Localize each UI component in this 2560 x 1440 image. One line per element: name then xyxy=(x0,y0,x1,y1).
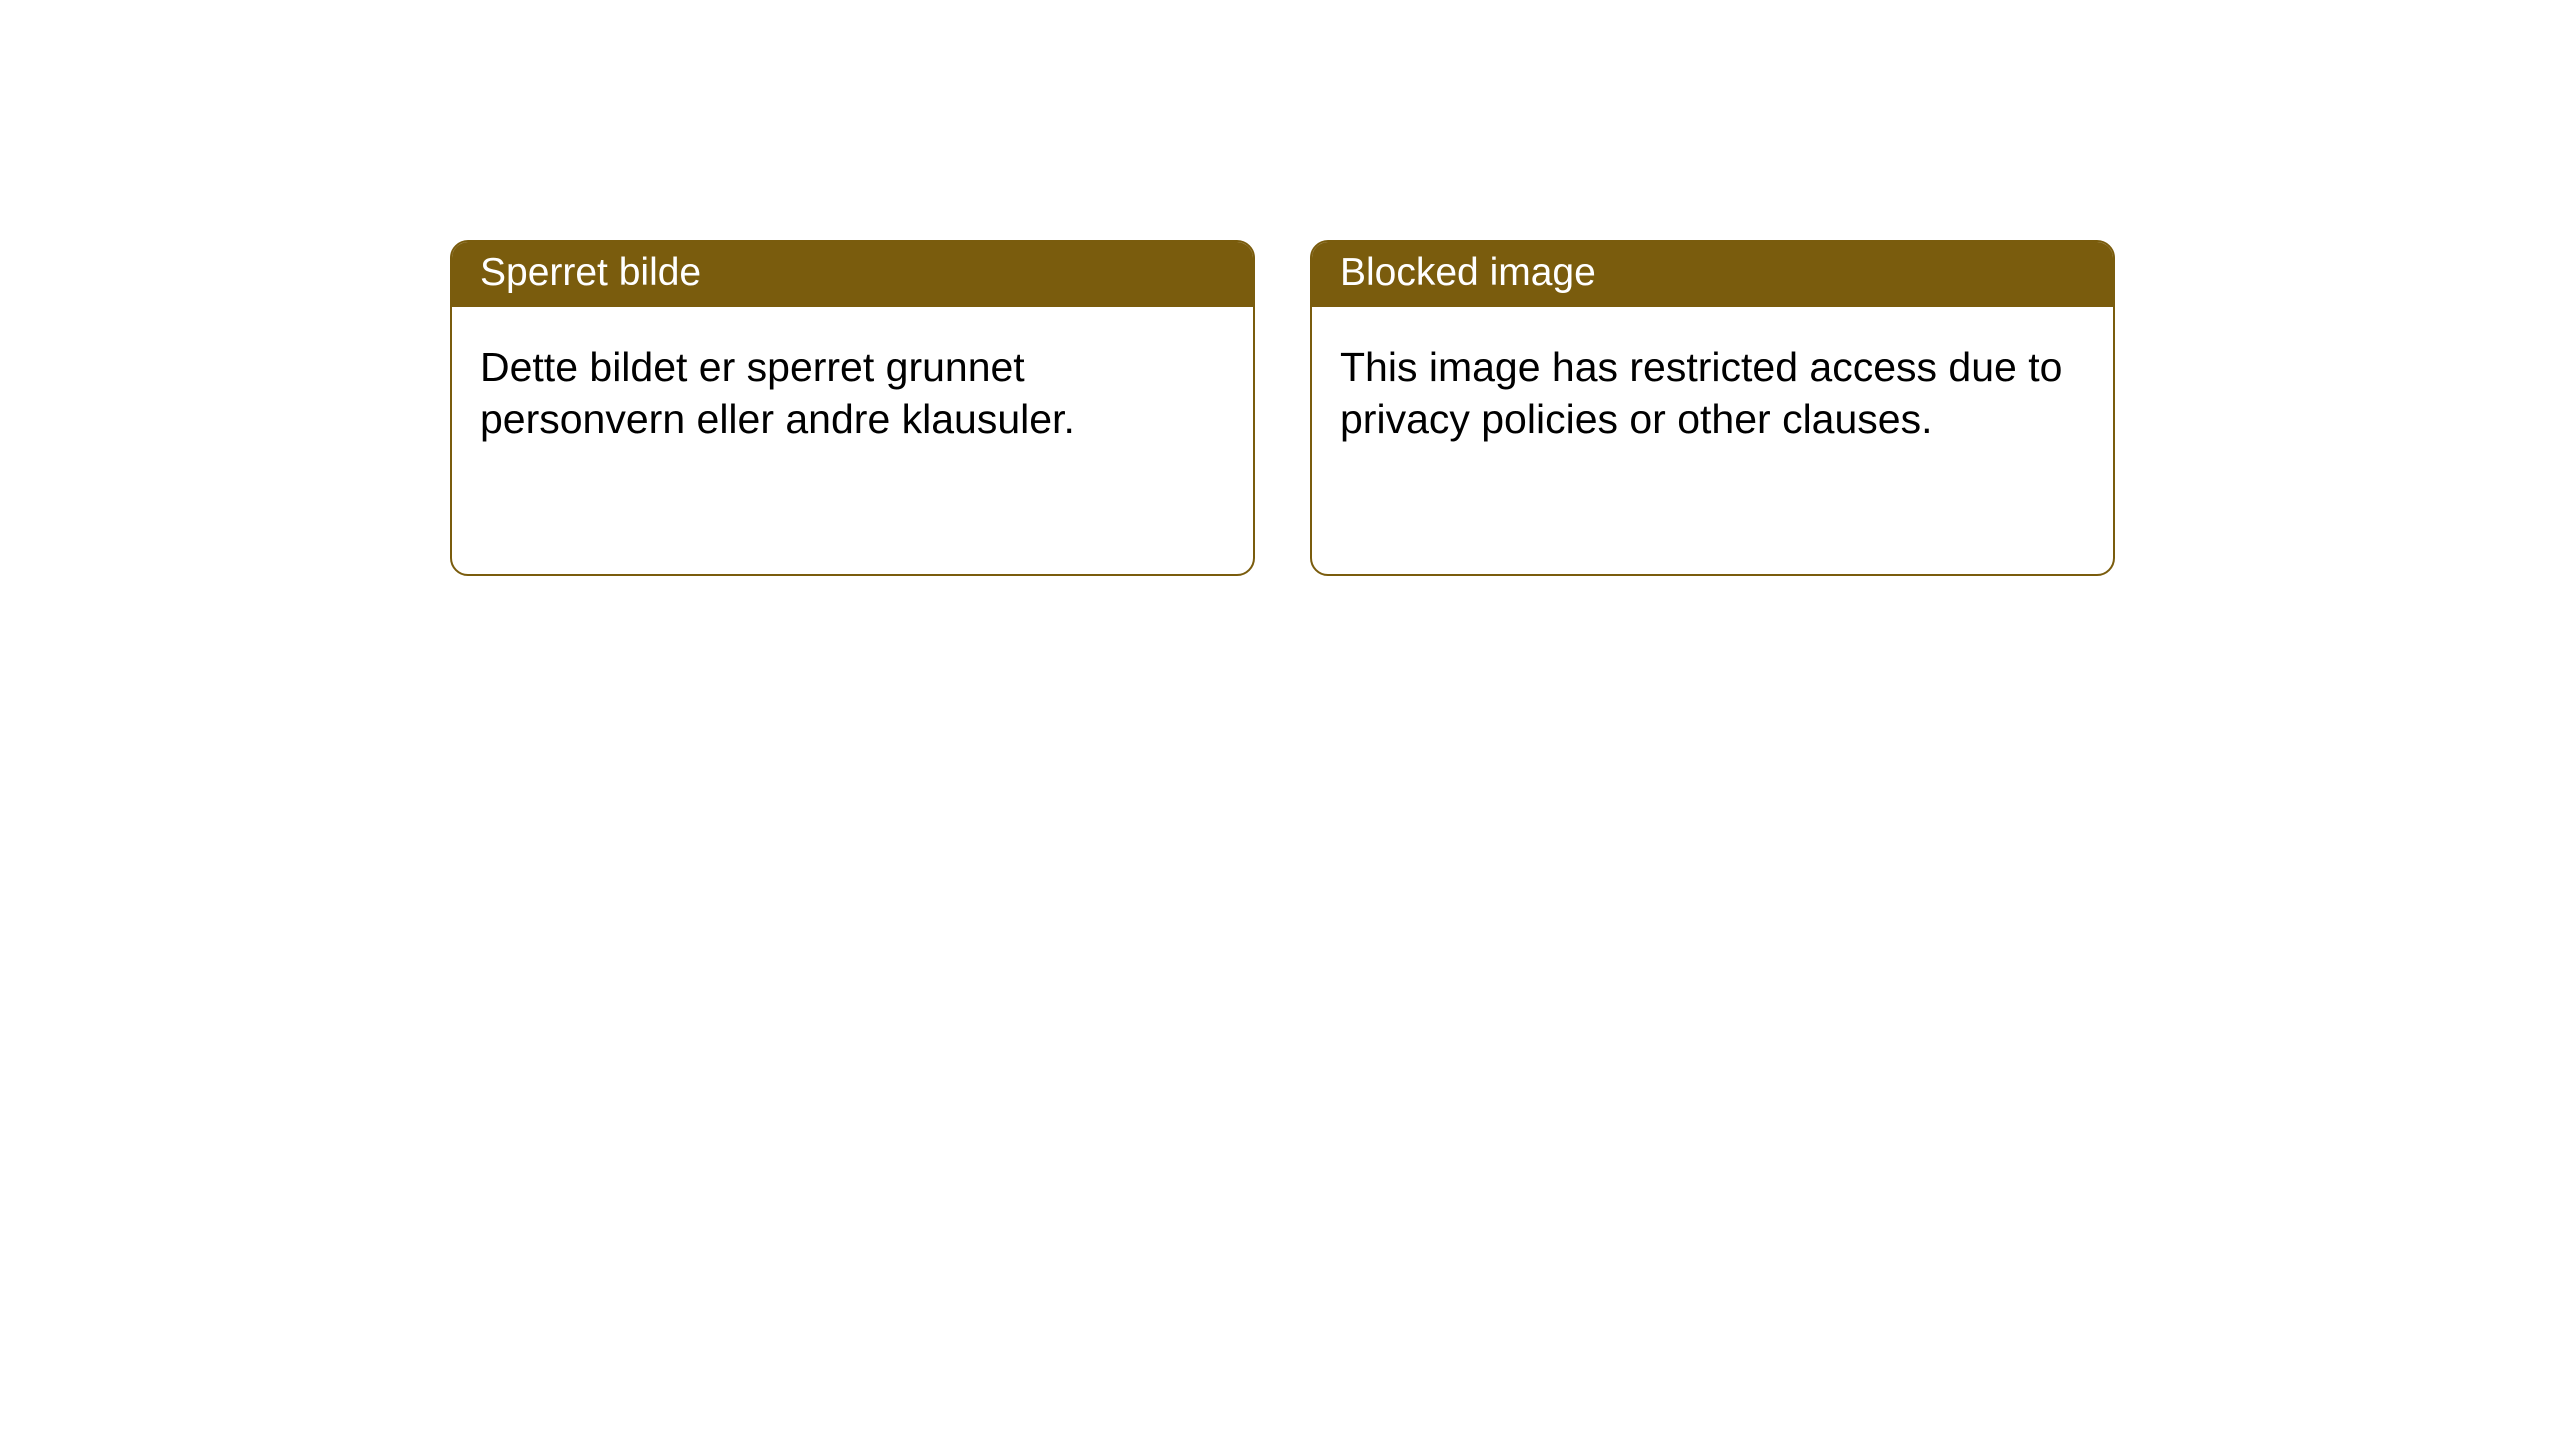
notice-card-norwegian: Sperret bilde Dette bildet er sperret gr… xyxy=(450,240,1255,576)
notice-card-english: Blocked image This image has restricted … xyxy=(1310,240,2115,576)
notice-body-norwegian: Dette bildet er sperret grunnet personve… xyxy=(452,307,1253,480)
notice-header-norwegian: Sperret bilde xyxy=(452,242,1253,307)
notice-cards-container: Sperret bilde Dette bildet er sperret gr… xyxy=(0,0,2560,576)
notice-body-english: This image has restricted access due to … xyxy=(1312,307,2113,480)
notice-header-english: Blocked image xyxy=(1312,242,2113,307)
